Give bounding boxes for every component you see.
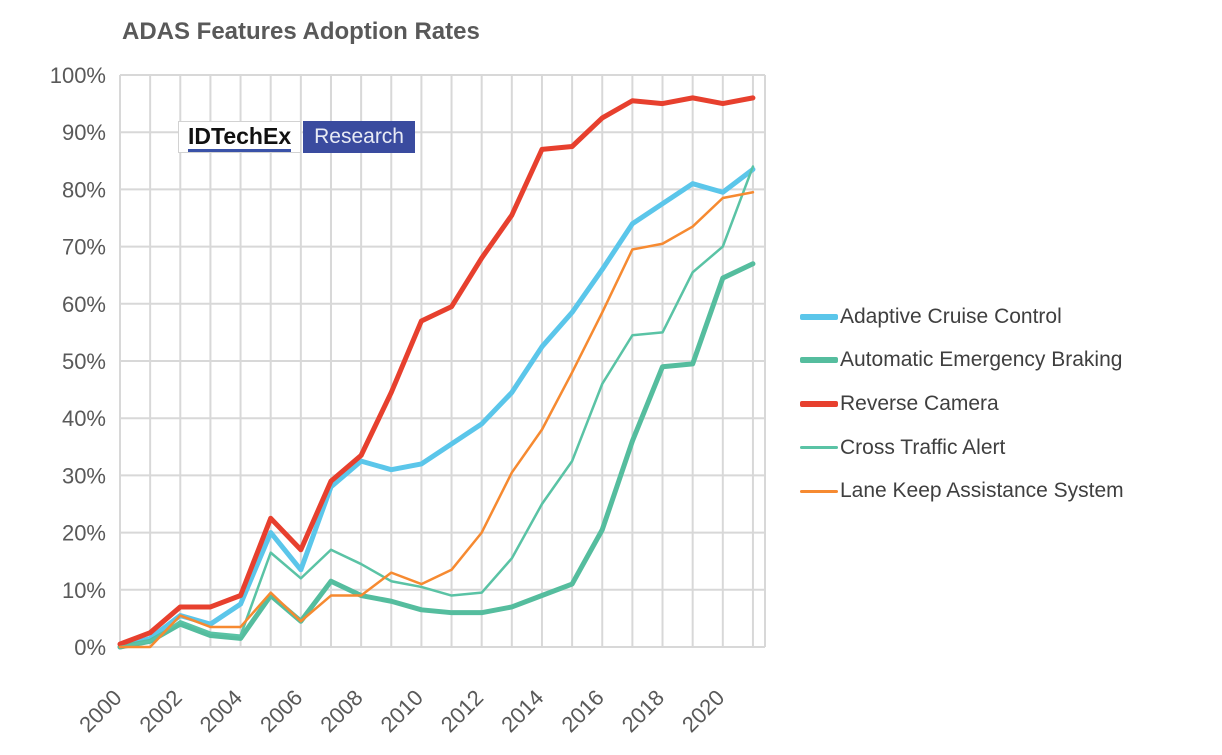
series-line-lane-keep-assistance-system [118,191,755,649]
y-tick-label: 90% [62,120,106,145]
legend-item-adaptive-cruise-control: Adaptive Cruise Control [800,295,1124,339]
legend-swatch [800,357,838,364]
legend-label: Lane Keep Assistance System [840,479,1124,503]
x-tick-label: 2000 [74,685,126,737]
legend-swatch [800,313,838,320]
x-tick-label: 2016 [556,685,608,737]
y-tick-label: 70% [62,235,106,260]
legend-label: Automatic Emergency Braking [840,348,1123,372]
legend-label: Adaptive Cruise Control [840,304,1062,328]
idtechex-logo-research-text: Research [314,125,404,149]
x-tick-label: 2018 [617,685,669,737]
x-tick-label: 2014 [496,685,548,737]
legend-item-reverse-camera: Reverse Camera [800,382,1124,426]
idtechex-logo-brand-text: IDTechEx [188,123,292,149]
legend-item-automatic-emergency-braking: Automatic Emergency Braking [800,339,1124,383]
y-tick-label: 10% [62,578,106,603]
chart-title: ADAS Features Adoption Rates [122,18,480,45]
x-tick-label: 2010 [376,685,428,737]
series-line-adaptive-cruise-control [117,166,756,650]
idtechex-logo: IDTechEx Research [178,121,415,154]
x-tick-label: 2002 [135,685,187,737]
y-tick-label: 100% [50,63,106,88]
y-tick-label: 60% [62,292,106,317]
x-tick-label: 2006 [255,685,307,737]
series-line-reverse-camera [117,95,756,647]
legend-label: Cross Traffic Alert [840,435,1006,459]
idtechex-logo-underline [188,149,292,153]
y-tick-label: 30% [62,463,106,488]
chart-legend: Adaptive Cruise Control Automatic Emergen… [800,295,1124,513]
y-tick-label: 20% [62,521,106,546]
series-line-cross-traffic-alert [118,165,755,649]
y-tick-label: 40% [62,406,106,431]
x-tick-label: 2020 [677,685,729,737]
x-tick-label: 2004 [195,685,247,737]
x-tick-label: 2012 [436,685,488,737]
x-tick-label: 2008 [315,685,367,737]
series-line-automatic-emergency-braking [117,261,756,650]
legend-swatch [800,400,838,407]
idtechex-logo-research-box: Research [303,121,415,154]
legend-item-lane-keep-assistance-system: Lane Keep Assistance System [800,469,1124,513]
y-tick-label: 0% [74,635,106,660]
legend-item-cross-traffic-alert: Cross Traffic Alert [800,426,1124,470]
y-tick-label: 50% [62,349,106,374]
idtechex-logo-brand-box: IDTechEx [178,121,302,154]
legend-swatch [800,489,838,493]
legend-swatch [800,446,838,450]
legend-label: Reverse Camera [840,391,999,415]
y-tick-label: 80% [62,177,106,202]
